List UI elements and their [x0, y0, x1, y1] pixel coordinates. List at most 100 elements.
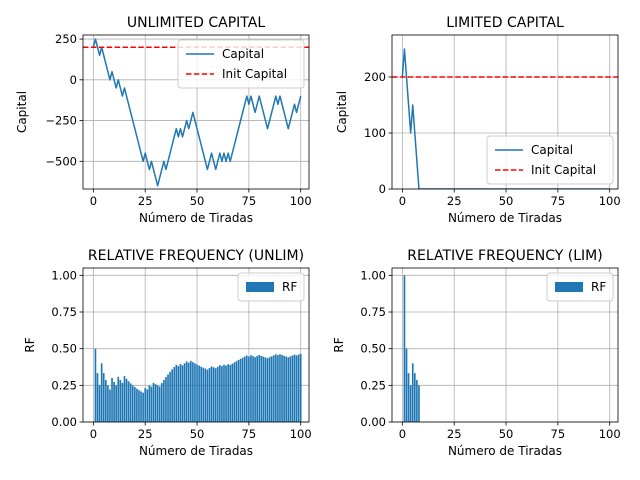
chart-2-y-tick-label: 100 [364, 126, 386, 140]
chart-3-bar [231, 363, 234, 422]
chart-3-bar [185, 361, 188, 422]
chart-3-legend: RF [237, 272, 305, 302]
chart-3-bar [148, 385, 151, 422]
chart-3-bar [233, 362, 236, 422]
chart-4-legend: RF [546, 272, 614, 302]
chart-3-bar [241, 357, 244, 422]
chart-4-plot-area [403, 275, 420, 422]
chart-3-bar [254, 357, 256, 422]
chart-4-y-tick-label: 1.00 [360, 268, 386, 282]
chart-3-bar [117, 376, 120, 422]
chart-1-legend-box [177, 39, 305, 89]
chart-3-bar [150, 386, 153, 422]
chart-2-y-tick-label: 200 [364, 70, 386, 84]
chart-3-bar [279, 354, 281, 422]
chart-3-bar [266, 358, 269, 422]
chart-3-bar [169, 371, 171, 422]
chart-3-bar [113, 381, 115, 422]
chart-3-bar [192, 362, 194, 422]
chart-3-bar [297, 354, 300, 422]
chart-4-y-tick-label: 0.75 [360, 305, 386, 319]
chart-3-bar [154, 384, 157, 422]
chart-3-bar [260, 355, 263, 422]
chart-3-bar [270, 356, 273, 422]
chart-3-bar [142, 392, 144, 422]
chart-3-bar [134, 387, 136, 422]
chart-2-x-tick-label: 25 [447, 194, 462, 208]
chart-3-bar [229, 365, 232, 422]
chart-3-y-tick-label: 0.25 [51, 378, 77, 392]
chart-1-legend: Capital Init Capital [177, 39, 305, 89]
chart-3-bar [287, 357, 290, 422]
chart-3-x-tick-label: 0 [90, 427, 97, 441]
chart-3-bar [219, 365, 221, 422]
chart-3-bar [283, 355, 285, 422]
chart-4-bar [409, 385, 412, 422]
chart-1-x-tick-label: 0 [90, 194, 97, 208]
chart-3-y-tick-label: 1.00 [51, 268, 77, 282]
chart-2-legend: Capital Init Capital [486, 135, 614, 185]
chart-3-bar [235, 361, 238, 422]
chart-3-bar [104, 380, 107, 422]
chart-3-y-tick-label: 0.75 [51, 305, 77, 319]
chart-4-y-tick-label: 0.50 [360, 342, 386, 356]
chart-3-x-tick-label: 100 [290, 427, 312, 441]
chart-3-bar [237, 359, 240, 422]
chart-1-x-tick-label: 100 [290, 194, 312, 208]
chart-3-bar [111, 378, 113, 422]
chart-panel-4: RELATIVE FREQUENCY (LIM) 0 25 50 75 100 0.00 0.… [332, 248, 621, 458]
chart-4-y-tick-label: 0.25 [360, 378, 386, 392]
chart-3-bar [189, 360, 192, 422]
chart-2-x-tick-label: 75 [551, 194, 566, 208]
chart-3-bar [144, 388, 147, 422]
chart-3-bar [125, 378, 128, 422]
chart-4-bar [407, 373, 410, 422]
chart-3-bar [140, 391, 142, 422]
chart-3-bar [262, 356, 265, 422]
chart-3-bar [272, 355, 275, 422]
chart-3-bar [194, 363, 196, 422]
chart-3-bar [100, 363, 103, 422]
chart-4-bar [418, 385, 420, 422]
chart-4-bar [403, 275, 406, 422]
chart-3-x-tick-label: 50 [190, 427, 205, 441]
chart-3-bar [98, 385, 101, 422]
chart-3-bar [175, 364, 178, 422]
chart-4-x-tick-label: 75 [551, 427, 566, 441]
chart-3-bar [243, 356, 246, 422]
chart-4-title: RELATIVE FREQUENCY (LIM) [407, 248, 602, 264]
chart-3-bar [196, 364, 198, 422]
chart-3-y-tick-label: 0.50 [51, 342, 77, 356]
chart-3-bar [181, 365, 184, 422]
chart-1-y-tick-label: −500 [45, 154, 77, 168]
chart-3-bar [208, 368, 211, 422]
chart-4-x-tick-label: 100 [599, 427, 621, 441]
chart-4-bar [411, 363, 414, 422]
chart-3-bar [146, 389, 149, 422]
chart-1-x-tick-label: 75 [242, 194, 257, 208]
chart-4-legend-swatch [555, 282, 583, 292]
chart-2-plot-area [392, 48, 618, 189]
chart-3-bar [264, 357, 267, 422]
chart-4-x-tick-label: 25 [447, 427, 462, 441]
chart-3-bar [102, 373, 105, 422]
chart-3-bar [123, 376, 126, 422]
chart-3-bar [158, 386, 161, 422]
chart-3-bar [138, 390, 140, 422]
chart-3-bar [204, 368, 207, 422]
chart-3-bar [206, 369, 209, 422]
chart-3-plot-area [94, 348, 302, 422]
chart-3-bar [152, 382, 155, 422]
chart-3-bar [107, 385, 109, 422]
chart-2-x-tick-label: 50 [499, 194, 514, 208]
chart-3-bar [268, 357, 271, 422]
chart-3-bar [250, 355, 252, 422]
chart-3-bar [214, 368, 217, 422]
chart-3-bar [225, 365, 227, 422]
chart-4-axes-frame [391, 267, 619, 423]
chart-3-bar [173, 367, 176, 422]
chart-3-bar [160, 383, 163, 422]
chart-1-y-tick-label: 0 [70, 73, 77, 87]
chart-2-legend-box [486, 135, 614, 185]
